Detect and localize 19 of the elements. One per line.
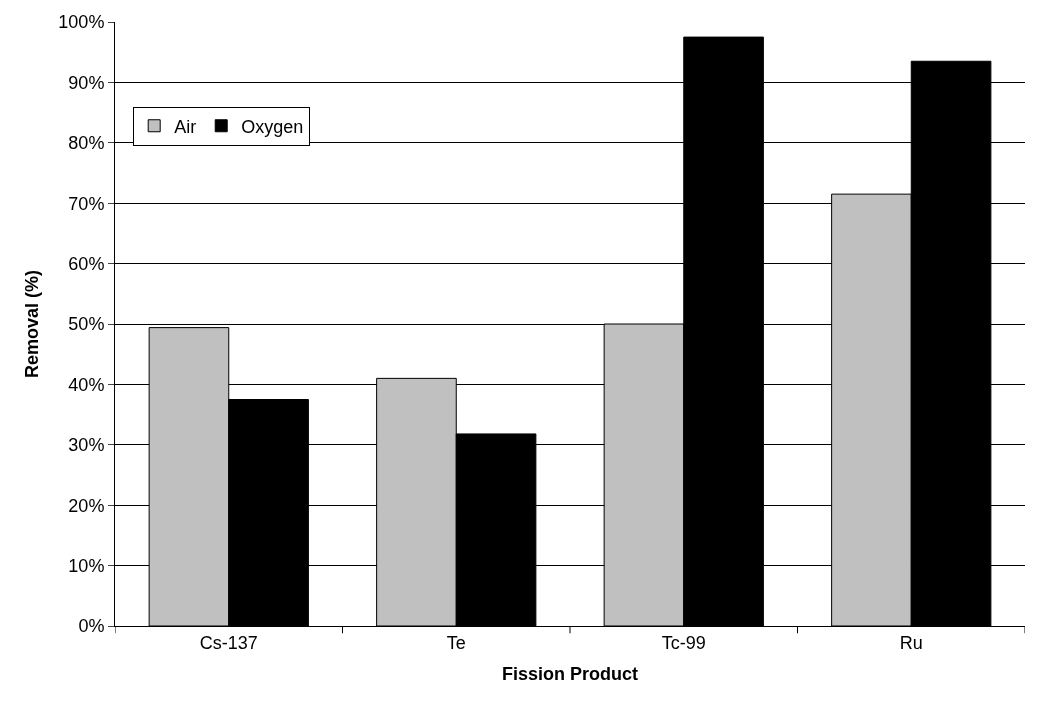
legend-label: Oxygen	[241, 116, 304, 137]
x-tick-label: Te	[446, 632, 466, 653]
legend-label: Air	[174, 116, 197, 137]
y-tick-label: 20%	[68, 495, 105, 516]
y-tick-label: 40%	[68, 374, 105, 395]
x-tick-label: Cs-137	[199, 632, 258, 653]
y-tick-label: 90%	[68, 72, 105, 93]
y-tick-label: 30%	[68, 435, 105, 456]
y-axis-title: Removal (%)	[21, 269, 42, 379]
x-tick-label: Ru	[899, 632, 923, 653]
y-tick-label: 100%	[58, 12, 105, 33]
y-tick-label: 0%	[78, 616, 105, 637]
y-tick-label: 10%	[68, 555, 105, 576]
y-tick-label: 50%	[68, 314, 105, 335]
x-tick-label: Tc-99	[661, 632, 706, 653]
y-tick-label: 70%	[68, 193, 105, 214]
y-tick-label: 60%	[68, 253, 105, 274]
y-tick-label: 80%	[68, 133, 105, 154]
x-axis-title: Fission Product	[501, 663, 639, 684]
